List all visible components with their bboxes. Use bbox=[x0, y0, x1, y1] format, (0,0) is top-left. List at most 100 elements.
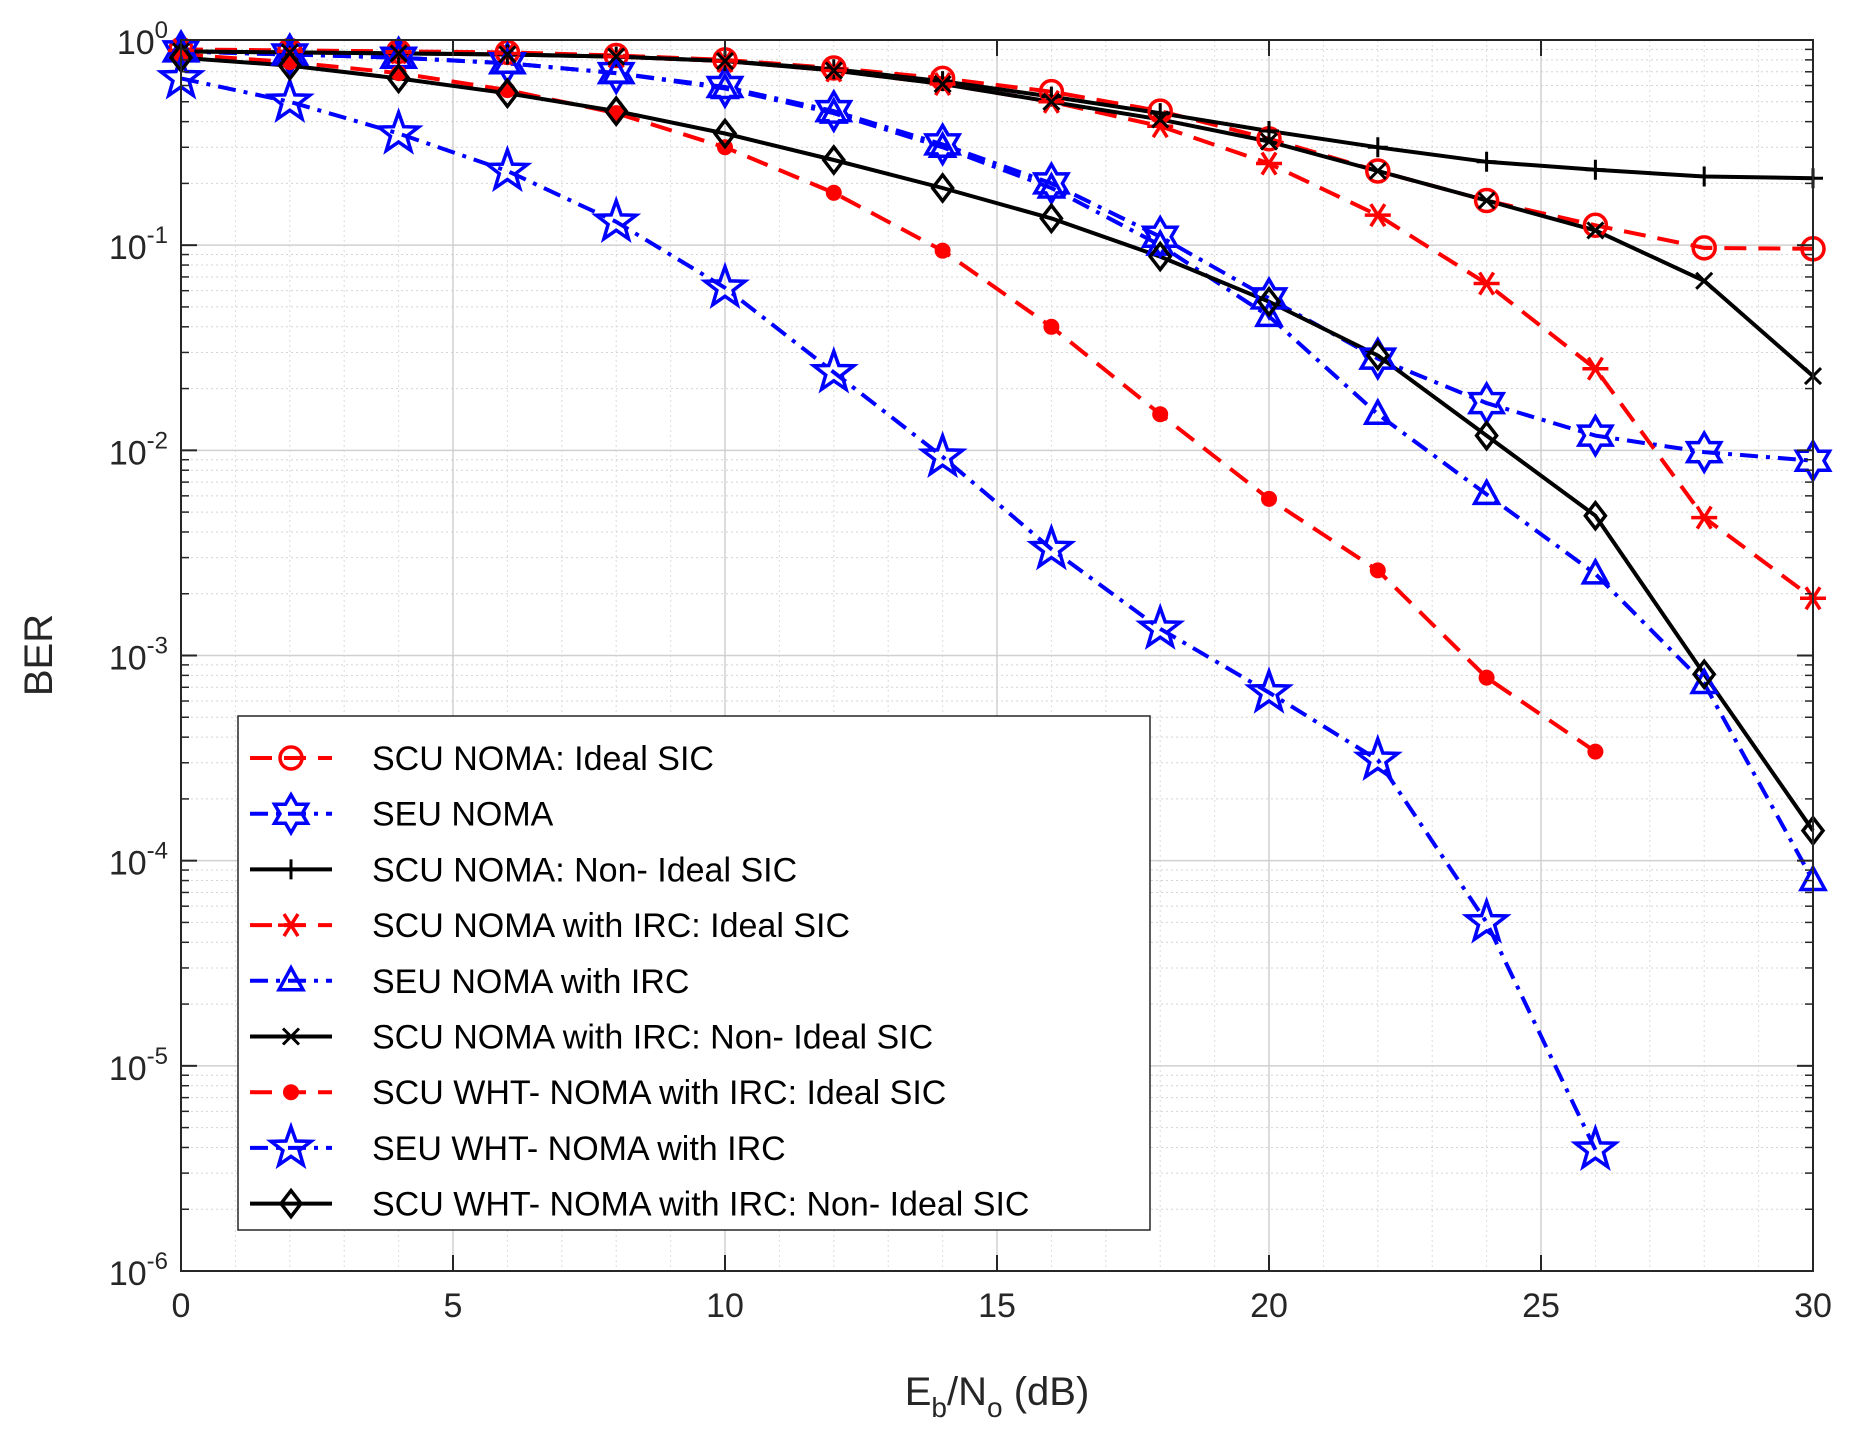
legend-marker-3 bbox=[281, 859, 301, 880]
series-5-point bbox=[710, 71, 740, 100]
x-tick-label: 5 bbox=[444, 1287, 463, 1325]
legend-box bbox=[237, 715, 1151, 1231]
series-8-point bbox=[264, 75, 315, 124]
legend-marker-9 bbox=[278, 1187, 304, 1220]
series-7-point bbox=[1043, 318, 1060, 335]
series-1-point bbox=[1691, 235, 1717, 261]
series-line-7 bbox=[180, 52, 1597, 754]
y-tick-labels: 100 10-1 10-2 10-3 10-4 10-5 10-6 bbox=[109, 17, 168, 1293]
legend-label-8: SEU WHT- NOMA with IRC bbox=[372, 1130, 786, 1168]
series-8-point bbox=[700, 261, 750, 310]
series-6-point bbox=[1586, 221, 1605, 240]
legend-marker-6 bbox=[281, 1027, 301, 1046]
legend-label-1: SCU NOMA: Ideal SIC bbox=[372, 740, 714, 778]
series-8-point bbox=[591, 195, 642, 244]
series-9-point bbox=[930, 172, 955, 204]
series-2-point bbox=[596, 50, 636, 96]
x-tick-labels: 0 5 10 15 20 25 30 bbox=[172, 1287, 1832, 1325]
legend-label-6: SCU NOMA with IRC: Non- Ideal SIC bbox=[372, 1019, 933, 1057]
series-7-point bbox=[825, 184, 842, 201]
series-6-point bbox=[824, 61, 843, 80]
x-tick-label: 15 bbox=[978, 1287, 1016, 1325]
series-8-point bbox=[1570, 1123, 1621, 1171]
series-8-point bbox=[917, 430, 968, 479]
series-3-point bbox=[1259, 121, 1279, 142]
x-tick-label: 10 bbox=[706, 1287, 744, 1325]
series-2-point bbox=[1031, 160, 1071, 206]
series-5-point bbox=[1580, 557, 1611, 585]
y-tick-label: 10-2 bbox=[109, 427, 168, 472]
x-tick-label: 20 bbox=[1250, 1287, 1288, 1325]
series-9-point bbox=[277, 49, 303, 82]
series-4-point bbox=[1582, 356, 1609, 381]
series-8-point bbox=[482, 144, 533, 193]
series-6-point bbox=[389, 44, 408, 63]
series-6-point bbox=[1477, 191, 1496, 210]
series-8-point bbox=[373, 107, 424, 155]
series-9-point bbox=[1365, 339, 1391, 372]
legend-marker-8 bbox=[266, 1121, 316, 1170]
series-9-point bbox=[1147, 240, 1173, 273]
series-8-point bbox=[808, 346, 859, 394]
series-9-point bbox=[712, 117, 738, 150]
series-line-5 bbox=[180, 49, 1815, 882]
series-1-point bbox=[1473, 187, 1500, 214]
series-9-point bbox=[1583, 499, 1608, 532]
series-6-point bbox=[1259, 132, 1279, 151]
series-6-point bbox=[498, 45, 517, 64]
x-tick-label: 25 bbox=[1522, 1287, 1560, 1325]
series-7-point bbox=[934, 242, 951, 259]
series-2-point bbox=[705, 64, 745, 110]
axis-ticks bbox=[180, 39, 1814, 1272]
series-6-point bbox=[607, 47, 626, 66]
legend-label-7: SCU WHT- NOMA with IRC: Ideal SIC bbox=[372, 1074, 946, 1112]
x-tick-label: 30 bbox=[1794, 1287, 1832, 1325]
series-4-point bbox=[1256, 151, 1282, 176]
series-4-point bbox=[1364, 203, 1391, 228]
series-4-point bbox=[1473, 271, 1500, 296]
series-5-point bbox=[1145, 228, 1176, 256]
series-5-point bbox=[1254, 299, 1284, 328]
series-7-point bbox=[1587, 743, 1604, 760]
series-9-point bbox=[821, 144, 847, 176]
series-9-point bbox=[1474, 419, 1499, 452]
series-line-8 bbox=[180, 76, 1598, 1151]
series-6-point bbox=[1368, 161, 1387, 181]
series-7-point bbox=[1261, 490, 1277, 507]
series-5-point bbox=[927, 130, 958, 159]
y-tick-label: 10-4 bbox=[109, 838, 168, 883]
series-3-point bbox=[1694, 166, 1715, 187]
series-7-point bbox=[1152, 406, 1169, 423]
series-6-point bbox=[1151, 110, 1170, 129]
series-line-9 bbox=[180, 55, 1815, 832]
series-3-point bbox=[1585, 159, 1606, 180]
series-3-point bbox=[1367, 137, 1388, 158]
y-tick-label: 10-5 bbox=[109, 1043, 168, 1088]
series-6-point bbox=[1042, 92, 1061, 111]
series-1-point bbox=[1365, 158, 1391, 184]
series-2-point bbox=[1684, 429, 1724, 475]
y-tick-label: 10-1 bbox=[109, 222, 168, 267]
x-axis-title: Eb/No (dB) bbox=[905, 1370, 1090, 1423]
x-tick-label: 0 bbox=[172, 1287, 191, 1325]
series-8-point bbox=[1461, 896, 1512, 944]
series-9-point bbox=[1039, 202, 1064, 235]
legend-label-5: SEU NOMA with IRC bbox=[372, 963, 689, 1001]
series-5-point bbox=[601, 56, 632, 84]
legend-label-4: SCU NOMA with IRC: Ideal SIC bbox=[372, 907, 850, 945]
series-2-point bbox=[1575, 413, 1615, 459]
legend-label-2: SEU NOMA bbox=[372, 796, 554, 834]
series-2-point bbox=[1358, 336, 1398, 382]
y-tick-label: 10-3 bbox=[109, 633, 168, 678]
series-8-point bbox=[1244, 666, 1294, 714]
series-9-point bbox=[386, 62, 411, 95]
series-6-point bbox=[933, 74, 952, 94]
series-9-point bbox=[603, 95, 629, 128]
series-5-point bbox=[818, 96, 849, 124]
series-9-point bbox=[1256, 285, 1282, 318]
series-6-point bbox=[1695, 271, 1714, 290]
series-9-point bbox=[1691, 658, 1717, 691]
series-4-point bbox=[1691, 505, 1718, 530]
series-2-point bbox=[270, 32, 310, 77]
legend-marker-7 bbox=[283, 1084, 299, 1101]
